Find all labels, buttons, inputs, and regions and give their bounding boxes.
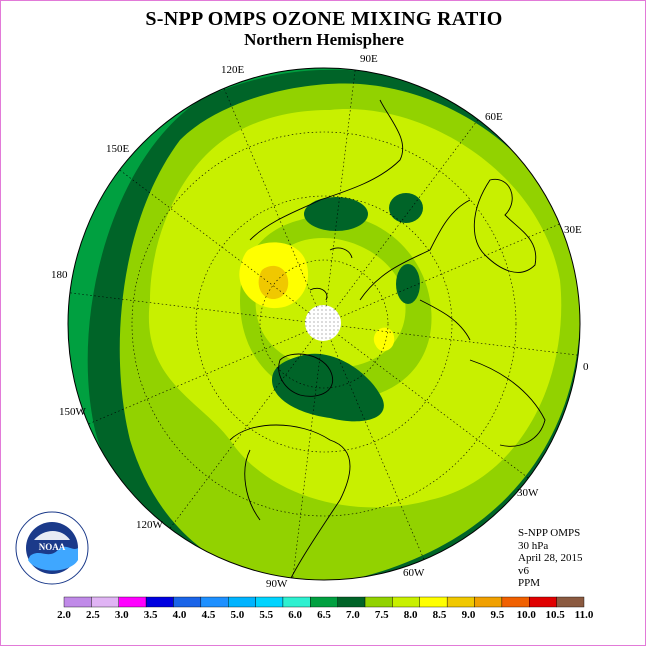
colorbar-tick-label: 4.5 — [202, 609, 216, 621]
colorbar-swatch — [529, 596, 557, 608]
ozone-field — [68, 68, 580, 580]
info-block: S-NPP OMPS 30 hPa April 28, 2015 v6 PPM — [518, 527, 582, 590]
colorbar-swatch — [91, 596, 119, 608]
colorbar-tick-label: 4.0 — [173, 609, 187, 621]
colorbar-swatch — [63, 596, 92, 608]
colorbar-swatch — [364, 596, 393, 608]
lon-label-150w: 150W — [59, 406, 87, 418]
colorbar-tick-label: 9.0 — [462, 609, 476, 621]
lon-label-180: 180 — [51, 269, 68, 281]
coast-arctic-islands — [309, 247, 353, 301]
colorbar-swatch — [392, 596, 420, 608]
low-siberia — [304, 197, 368, 231]
colorbar-tick-label: 5.0 — [230, 609, 244, 621]
info-instrument: S-NPP OMPS — [518, 527, 581, 539]
colorbar-swatch — [419, 596, 448, 608]
coast-europe — [473, 178, 537, 273]
colorbar-tick-label: 6.5 — [317, 609, 331, 621]
colorbar-tick-label: 2.0 — [57, 609, 71, 621]
coastlines — [229, 99, 546, 580]
map-subtitle: Northern Hemisphere — [244, 30, 404, 49]
colorbar-swatch — [446, 596, 475, 608]
coast-north-america — [229, 424, 351, 580]
lon-label-90w: 90W — [266, 578, 288, 590]
no-data-pole — [305, 305, 341, 341]
band-8.5-east — [373, 327, 395, 351]
colorbar-swatch — [282, 596, 311, 608]
colorbar-swatch — [118, 596, 147, 608]
latitude-circle-60 — [195, 195, 453, 453]
lon-label-60w: 60W — [403, 567, 425, 579]
low-scandinavia — [396, 264, 420, 304]
low-canada — [272, 353, 384, 422]
colorbar-tick-label: 11.0 — [575, 609, 594, 621]
coast-hudson — [278, 353, 334, 397]
colorbar-tick-label: 6.0 — [288, 609, 302, 621]
colorbar-tick-label: 7.5 — [375, 609, 389, 621]
lon-label-0: 0 — [583, 361, 589, 373]
colorbar-swatch — [173, 596, 202, 608]
colorbar-tick-label: 3.5 — [144, 609, 158, 621]
colorbar-swatch — [337, 596, 366, 608]
logo-text: NOAA — [39, 542, 66, 552]
colorbar-swatch — [310, 596, 338, 608]
colorbar-tick-label: 10.5 — [545, 609, 565, 621]
latitude-circle-80 — [259, 259, 389, 389]
colorbar-swatch — [556, 596, 585, 608]
colorbar-swatch — [200, 596, 229, 608]
map-border — [67, 67, 581, 581]
info-level: 30 hPa — [518, 539, 549, 552]
colorbar-tick-label: 7.0 — [346, 609, 360, 621]
graticule — [69, 69, 579, 579]
colorbar-tick-label: 8.0 — [404, 609, 418, 621]
coast-scandinavia — [359, 199, 471, 341]
longitude-labels: 90E 60E 30E 0 30W 60W 90W 120W 150W 180 … — [51, 53, 589, 590]
colorbar-swatch — [474, 596, 503, 608]
seagull-shape — [34, 531, 70, 540]
info-version: v6 — [518, 564, 529, 577]
lon-label-30e: 30E — [564, 224, 582, 236]
band-9.0 — [258, 265, 289, 300]
colorbar-tick-label: 10.0 — [517, 609, 537, 621]
lon-label-60e: 60E — [485, 111, 503, 123]
colorbar-swatch — [501, 596, 530, 608]
colorbar-tick-label: 2.5 — [86, 609, 100, 621]
lon-label-120e: 120E — [221, 64, 245, 76]
colorbar-swatch — [255, 596, 284, 608]
low-east — [389, 193, 423, 223]
map-title: S-NPP OMPS OZONE MIXING RATIO — [145, 8, 503, 30]
latitude-circle-40 — [131, 131, 517, 517]
lon-label-30w: 30W — [517, 487, 539, 499]
colorbar-swatch — [228, 596, 256, 608]
colorbar-tick-label: 9.5 — [490, 609, 504, 621]
colorbar-swatch — [145, 596, 174, 608]
noaa-logo: NOAA — [15, 511, 89, 585]
info-date: April 28, 2015 — [518, 552, 583, 564]
coast-siberia — [249, 99, 404, 241]
colorbar-tick-label: 8.5 — [433, 609, 447, 621]
lon-label-150e: 150E — [106, 143, 130, 155]
lon-label-90e: 90E — [360, 53, 378, 65]
lon-label-120w: 120W — [136, 519, 164, 531]
colorbar-tick-label: 5.5 — [259, 609, 273, 621]
coast-africa — [469, 359, 546, 447]
info-units: PPM — [518, 577, 541, 589]
colorbar: 2.0 2.5 3.0 3.5 4.0 4.5 5.0 5.5 6.0 6.5 7.0 7.5 8.0 8… — [57, 596, 594, 621]
colorbar-tick-label: 3.0 — [115, 609, 129, 621]
